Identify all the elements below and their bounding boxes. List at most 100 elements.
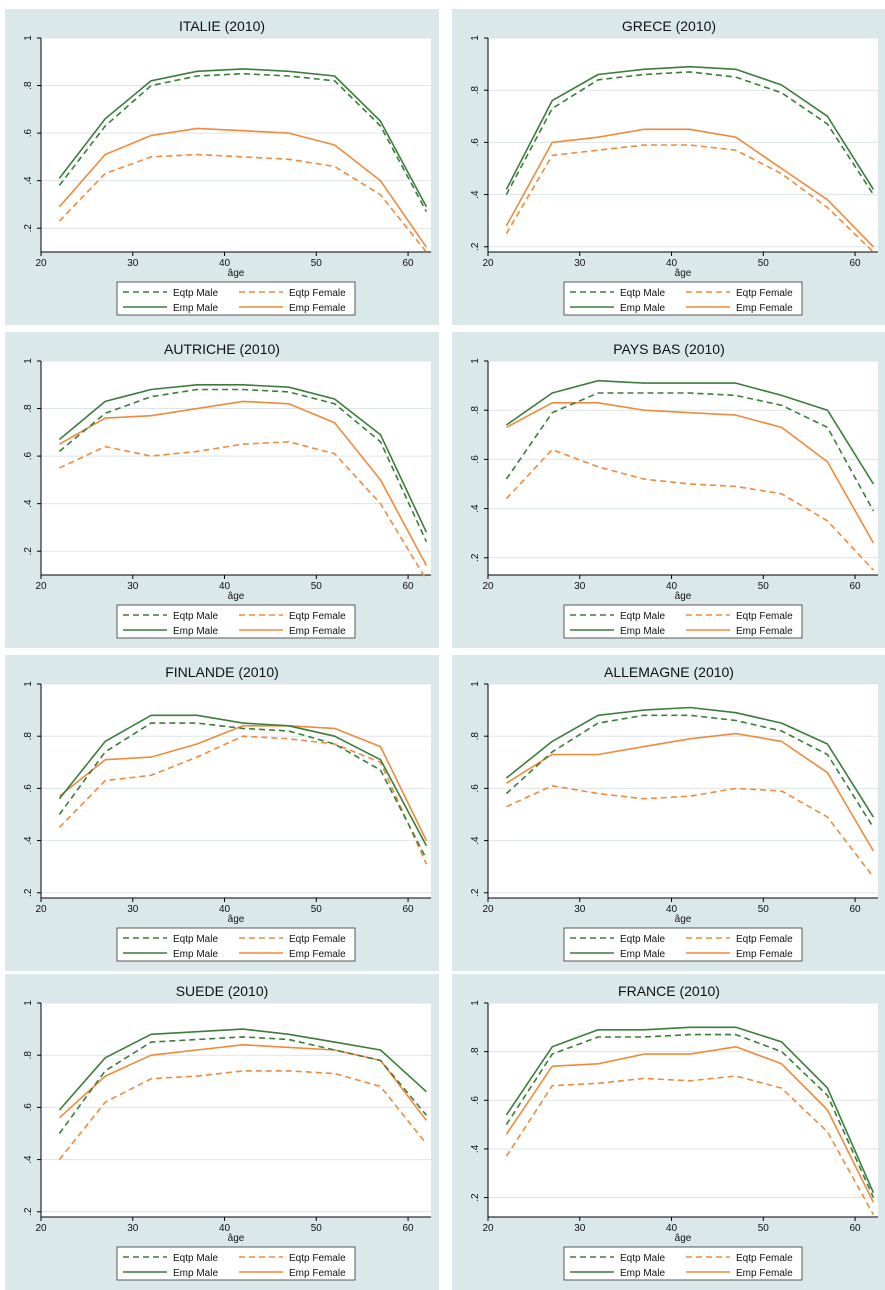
x-tick-label: 20 [35, 581, 47, 592]
x-tick-label: 40 [219, 258, 231, 269]
y-tick-label: 1 [470, 358, 481, 364]
legend-label: Emp Male [620, 303, 665, 314]
x-tick-label: 20 [482, 904, 494, 915]
y-tick-label: .8 [23, 404, 34, 413]
series-line-eqtp-female [505, 448, 874, 571]
legend [116, 281, 356, 316]
legend-label: Emp Male [620, 1268, 665, 1279]
x-axis-label: âge [675, 914, 692, 925]
series-line-emp-male [58, 68, 428, 208]
x-tick-label: 50 [758, 581, 770, 592]
chart-svg: 20 30 40 50 60 .2 .4 .6 .8 1 âge Eqtp Male Eqtp Fema… [470, 1000, 878, 1281]
legend-label: Eqtp Male [173, 1253, 218, 1264]
legend-label: Eqtp Female [736, 611, 793, 622]
x-tick-label: 50 [311, 258, 323, 269]
x-tick-label: 50 [758, 1223, 770, 1234]
x-tick-label: 60 [402, 904, 414, 915]
x-tick-label: 50 [758, 258, 770, 269]
x-tick-label: 20 [482, 1223, 494, 1234]
x-tick-label: 60 [849, 1223, 861, 1234]
x-tick-label: 50 [311, 581, 323, 592]
legend-label: Eqtp Female [289, 934, 346, 945]
legend-label: Eqtp Male [173, 611, 218, 622]
x-tick-label: 30 [574, 581, 586, 592]
legend-label: Eqtp Male [620, 1253, 665, 1264]
plot-area [41, 361, 431, 575]
legend-label: Eqtp Male [620, 611, 665, 622]
legend-label: Emp Female [289, 949, 346, 960]
chart-title: FRANCE (2010) [618, 983, 720, 999]
y-tick-label: .8 [23, 732, 34, 741]
x-tick-label: 30 [127, 581, 139, 592]
x-tick-label: 30 [127, 1223, 139, 1234]
chart-svg: 20 30 40 50 60 .2 .4 .6 .8 1 âge Eqtp Male Eqtp Fema… [23, 35, 431, 316]
x-axis-label: âge [228, 1233, 245, 1244]
x-axis-label: âge [228, 268, 245, 279]
x-tick-label: 60 [849, 258, 861, 269]
y-tick-label: .4 [23, 836, 34, 845]
series-line-eqtp-male [505, 714, 875, 828]
y-tick-label: .6 [470, 1096, 481, 1105]
y-tick-label: .6 [23, 452, 34, 461]
x-tick-label: 20 [35, 904, 47, 915]
x-tick-label: 60 [849, 904, 861, 915]
y-tick-label: .2 [23, 1207, 34, 1216]
series-line-emp-male [58, 1028, 427, 1111]
x-tick-label: 20 [482, 581, 494, 592]
series-line-eqtp-female [506, 785, 875, 878]
chart-title: AUTRICHE (2010) [164, 341, 280, 357]
legend-label: Emp Female [736, 303, 793, 314]
x-tick-label: 30 [127, 258, 139, 269]
series-line-emp-female [58, 725, 428, 841]
chart-svg: 20 30 40 50 60 .2 .4 .6 .8 1 âge Eqtp Male Eqtp Fema… [470, 358, 878, 639]
y-tick-label: .2 [23, 224, 34, 233]
plot-area [488, 684, 878, 898]
y-tick-label: .2 [470, 242, 481, 251]
plot-area [41, 684, 431, 898]
x-tick-label: 20 [35, 258, 47, 269]
x-tick-label: 50 [311, 904, 323, 915]
series-line-eqtp-female [59, 441, 428, 581]
series-line-emp-male [58, 714, 428, 847]
series-line-emp-female [58, 1044, 428, 1121]
y-tick-label: .8 [470, 86, 481, 95]
series-line-emp-male [58, 383, 428, 533]
series-line-emp-female [58, 127, 428, 248]
y-tick-label: .6 [470, 455, 481, 464]
x-tick-label: 40 [219, 1223, 231, 1234]
y-tick-label: .8 [23, 81, 34, 90]
legend [116, 604, 356, 639]
chart-svg: 20 30 40 50 60 .2 .4 .6 .8 1 âge Eqtp Male Eqtp Fema… [23, 358, 431, 639]
series-line-eqtp-female [505, 1075, 875, 1215]
legend-label: Emp Female [289, 303, 346, 314]
series-line-eqtp-male [505, 392, 875, 512]
plot-area [41, 1003, 431, 1217]
legend [116, 927, 356, 962]
y-tick-label: .4 [470, 504, 481, 513]
x-tick-label: 60 [402, 1223, 414, 1234]
legend-label: Emp Female [736, 949, 793, 960]
series-line-emp-male [505, 379, 875, 485]
series-line-eqtp-female [58, 1070, 428, 1161]
y-tick-label: 1 [23, 358, 34, 364]
x-tick-label: 30 [574, 904, 586, 915]
y-tick-label: .4 [23, 176, 34, 185]
series-line-eqtp-male [58, 388, 428, 543]
chart-panel: GRECE (2010) 20 30 40 50 60 .2 .4 .6 .8 1 âge Eqtp M… [452, 9, 885, 325]
legend-label: Eqtp Female [736, 1253, 793, 1264]
series-line-eqtp-female [505, 144, 874, 253]
legend-label: Emp Male [173, 626, 218, 637]
series-line-eqtp-male [58, 1036, 428, 1134]
plot-area [488, 361, 878, 575]
y-tick-label: 1 [23, 35, 34, 41]
x-tick-label: 60 [402, 258, 414, 269]
x-axis-label: âge [228, 914, 245, 925]
x-tick-label: 30 [574, 1223, 586, 1234]
y-tick-label: .4 [470, 1144, 481, 1153]
y-tick-label: 1 [23, 1000, 34, 1006]
chart-panel: AUTRICHE (2010) 20 30 40 50 60 .2 .4 .6 .8 1 âge Eqt… [5, 332, 439, 648]
legend-label: Emp Male [173, 949, 218, 960]
x-tick-label: 20 [482, 258, 494, 269]
legend-label: Eqtp Female [289, 288, 346, 299]
